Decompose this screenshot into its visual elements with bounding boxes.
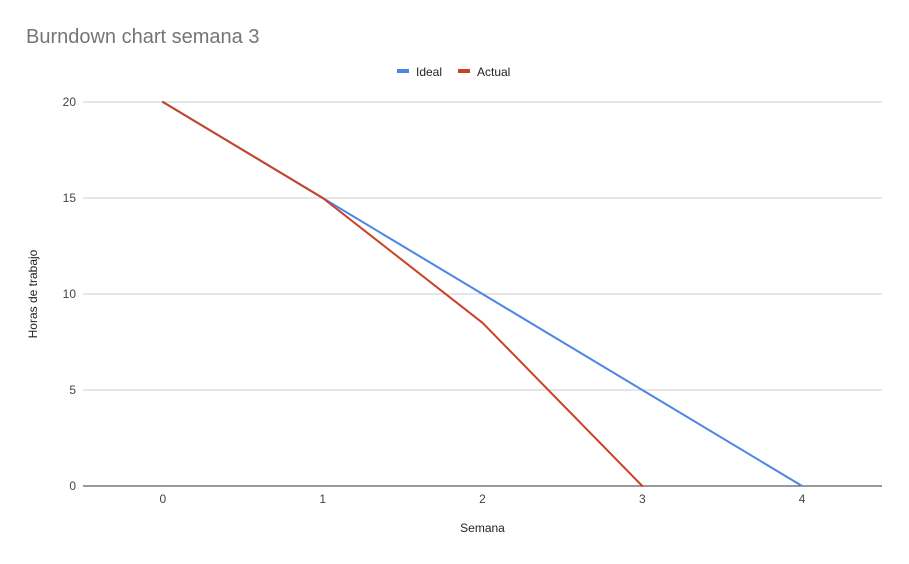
x-tick-label: 0 bbox=[160, 492, 167, 506]
series-layer bbox=[161, 101, 804, 487]
legend-swatch bbox=[458, 69, 470, 73]
legend-label: Actual bbox=[477, 65, 510, 79]
x-tick-label: 1 bbox=[319, 492, 326, 506]
x-axis-label: Semana bbox=[460, 521, 505, 535]
x-axis-ticks: 0 1 2 3 4 bbox=[160, 492, 806, 506]
y-tick-label: 10 bbox=[63, 287, 77, 301]
legend-item-ideal[interactable]: Ideal bbox=[397, 65, 442, 79]
y-tick-label: 0 bbox=[69, 479, 76, 493]
x-tick-label: 4 bbox=[799, 492, 806, 506]
chart-title: Burndown chart semana 3 bbox=[26, 26, 259, 48]
gridlines bbox=[83, 101, 882, 391]
legend[interactable]: Ideal Actual bbox=[397, 65, 510, 79]
y-tick-label: 15 bbox=[63, 191, 77, 205]
legend-label: Ideal bbox=[416, 65, 442, 79]
y-tick-label: 5 bbox=[69, 383, 76, 397]
series-line-actual bbox=[161, 101, 644, 487]
x-tick-label: 3 bbox=[639, 492, 646, 506]
y-tick-label: 20 bbox=[63, 95, 77, 109]
y-axis-label: Horas de trabajo bbox=[26, 249, 40, 338]
y-axis-ticks: 0 5 10 15 20 bbox=[63, 95, 77, 493]
legend-swatch bbox=[397, 69, 409, 73]
legend-item-actual[interactable]: Actual bbox=[458, 65, 510, 79]
x-tick-label: 2 bbox=[479, 492, 486, 506]
